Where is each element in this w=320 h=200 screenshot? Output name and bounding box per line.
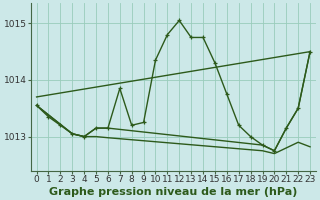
X-axis label: Graphe pression niveau de la mer (hPa): Graphe pression niveau de la mer (hPa) [49,187,298,197]
